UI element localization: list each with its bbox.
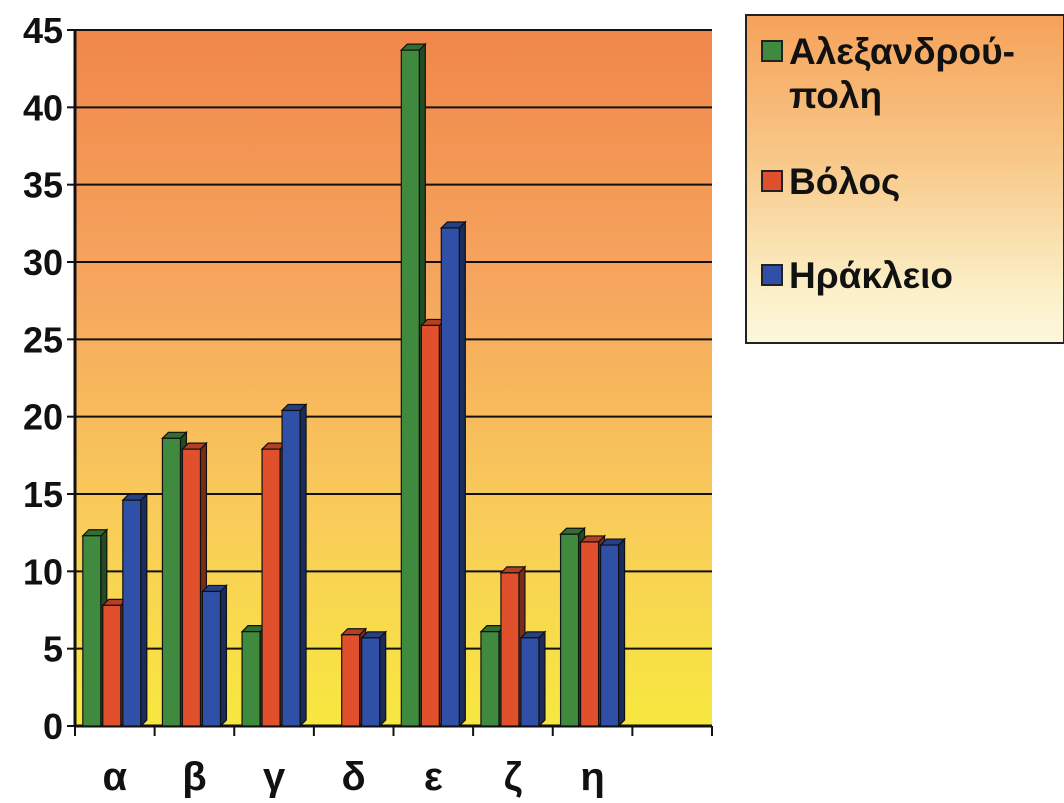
bar-front — [201, 590, 222, 727]
bar-front — [480, 631, 500, 727]
bar-front — [400, 49, 420, 727]
bar-front — [440, 227, 460, 727]
bar — [439, 220, 467, 728]
legend-label: Βόλος — [789, 161, 901, 202]
bar — [280, 403, 308, 728]
bar-front — [599, 544, 620, 727]
bar-front — [420, 324, 440, 727]
bar-front — [261, 448, 281, 727]
bar — [519, 630, 547, 728]
bar — [360, 630, 388, 728]
bar — [599, 537, 627, 728]
bar-front — [82, 535, 102, 727]
x-tick-label: γ — [263, 755, 286, 798]
bar-front — [161, 437, 182, 727]
y-tick-label: 25 — [23, 319, 63, 360]
x-axis: α β γ δ ε ζ η — [74, 724, 713, 799]
bars — [81, 42, 627, 728]
legend-label: Αλεξανδρού-πολη — [789, 31, 1015, 116]
bar — [121, 492, 149, 728]
bar-side — [140, 492, 148, 728]
bar-front — [579, 541, 600, 727]
y-tick-label: 45 — [23, 10, 63, 51]
bar-side — [458, 220, 466, 728]
bar-side — [379, 630, 387, 728]
bar-front — [122, 499, 142, 727]
legend-item-volos: Βόλος — [761, 160, 1059, 204]
legend-swatch-icon — [761, 170, 783, 192]
bar-front — [181, 448, 202, 727]
legend-swatch-icon — [761, 264, 783, 286]
bar-side — [617, 537, 626, 728]
x-tick-label: β — [182, 755, 206, 798]
x-tick-label: ζ — [504, 755, 522, 798]
bar-side — [219, 583, 228, 728]
bar-front — [341, 634, 361, 727]
y-tick-label: 5 — [43, 629, 63, 670]
bar-front — [520, 637, 540, 727]
bar-side — [299, 403, 307, 728]
bar-front — [241, 631, 261, 727]
bar-front — [102, 604, 122, 727]
y-tick-label: 20 — [23, 397, 63, 438]
legend-swatch-icon — [761, 40, 783, 62]
x-tick-label: η — [580, 755, 604, 798]
y-tick-label: 0 — [43, 706, 63, 747]
bar-front — [559, 533, 580, 727]
x-tick-label: δ — [342, 755, 366, 798]
bar-side — [538, 630, 546, 728]
y-tick-label: 15 — [23, 474, 63, 515]
bar — [200, 583, 228, 728]
y-axis: 0 5 10 15 20 25 30 35 40 45 — [23, 10, 77, 747]
bar-front — [500, 572, 520, 727]
y-tick-label: 35 — [23, 165, 63, 206]
legend-item-irakleio: Ηράκλειο — [761, 254, 1059, 298]
legend: Αλεξανδρού-πολη Βόλος Ηράκλειο — [745, 14, 1064, 344]
legend-item-alexandroupoli: Αλεξανδρού-πολη — [761, 30, 1059, 118]
bar-front — [281, 409, 301, 727]
y-tick-label: 40 — [23, 87, 63, 128]
y-tick-label: 30 — [23, 242, 63, 283]
bar-front — [361, 637, 381, 727]
y-tick-label: 10 — [23, 551, 63, 592]
x-tick-label: α — [103, 755, 128, 798]
x-tick-label: ε — [424, 755, 443, 798]
legend-label: Ηράκλειο — [789, 255, 954, 296]
